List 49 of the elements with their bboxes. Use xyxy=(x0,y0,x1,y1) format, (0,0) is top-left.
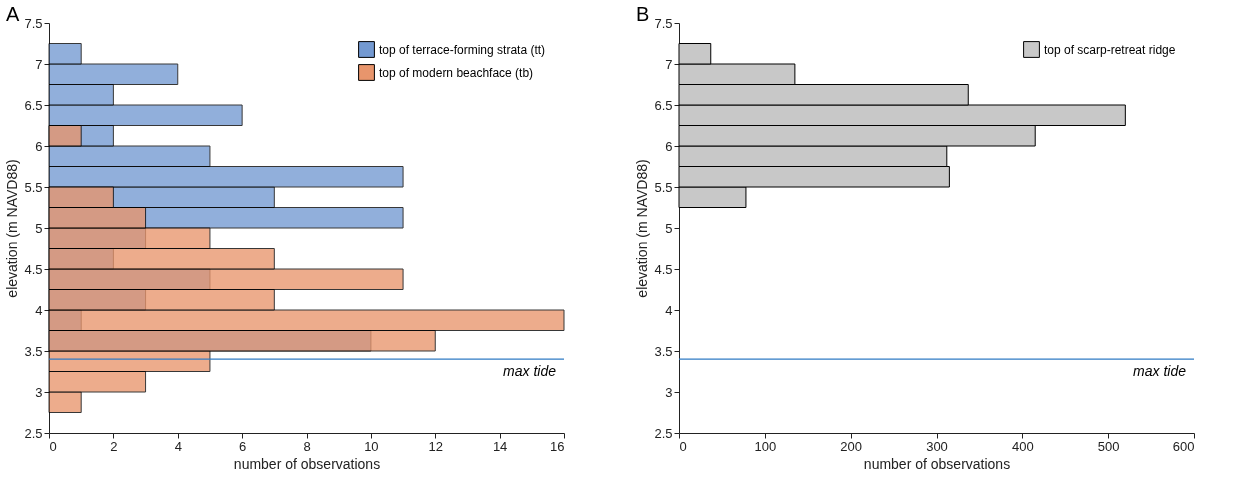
x-tick-label: 200 xyxy=(840,438,863,454)
y-tick-label: 6.5 xyxy=(654,97,673,113)
x-tick-label: 600 xyxy=(1172,438,1195,454)
y-tick-label: 5.5 xyxy=(654,179,673,195)
y-tick-label: 2.5 xyxy=(24,425,43,441)
x-tick-label: 4 xyxy=(174,438,182,454)
legend-label: top of scarp-retreat ridge xyxy=(1044,42,1176,57)
x-tick-label: 16 xyxy=(550,438,565,454)
y-tick-label: 7.5 xyxy=(654,15,673,31)
y-tick-label: 6.5 xyxy=(24,97,43,113)
y-tick-label: 4 xyxy=(35,302,43,318)
x-tick-label: 400 xyxy=(1011,438,1034,454)
x-tick-label: 10 xyxy=(364,438,379,454)
y-tick-label: 5.5 xyxy=(24,179,43,195)
y-tick-label: 5 xyxy=(35,220,43,236)
x-axis-title: number of observations xyxy=(233,455,381,472)
x-tick-label: 12 xyxy=(428,438,443,454)
chart-title: A xyxy=(5,3,20,25)
y-tick-label: 6 xyxy=(665,138,673,154)
y-tick-label: 2.5 xyxy=(654,425,673,441)
y-tick-label: 3.5 xyxy=(24,343,43,359)
ref-line-label: max tide xyxy=(1133,363,1187,380)
legend-label: top of terrace-forming strata (tt) xyxy=(379,42,546,57)
y-tick-label: 5 xyxy=(665,220,673,236)
y-tick-label: 3 xyxy=(35,384,43,400)
x-tick-label: 2 xyxy=(110,438,118,454)
y-tick-label: 7 xyxy=(665,56,673,72)
chart-title: B xyxy=(635,3,650,25)
x-tick-label: 500 xyxy=(1097,438,1120,454)
x-tick-label: 6 xyxy=(239,438,247,454)
x-tick-label: 8 xyxy=(303,438,311,454)
y-tick-label: 7 xyxy=(35,56,43,72)
x-tick-label: 14 xyxy=(492,438,508,454)
x-tick-label: 0 xyxy=(679,438,687,454)
x-axis-title: number of observations xyxy=(863,455,1011,472)
y-tick-label: 6 xyxy=(35,138,43,154)
y-axis-title: elevation (m NAVD88) xyxy=(4,159,21,298)
y-tick-label: 3.5 xyxy=(654,343,673,359)
x-tick-label: 100 xyxy=(754,438,777,454)
y-tick-label: 3 xyxy=(665,384,673,400)
legend-label: top of modern beachface (tb) xyxy=(379,65,534,80)
y-tick-label: 4 xyxy=(665,302,673,318)
x-tick-label: 300 xyxy=(926,438,948,454)
y-tick-label: 4.5 xyxy=(24,261,43,277)
y-tick-label: 7.5 xyxy=(24,15,43,31)
y-axis-title: elevation (m NAVD88) xyxy=(634,159,651,298)
ref-line-label: max tide xyxy=(503,363,557,380)
x-tick-label: 0 xyxy=(49,438,57,454)
y-tick-label: 4.5 xyxy=(654,261,673,277)
